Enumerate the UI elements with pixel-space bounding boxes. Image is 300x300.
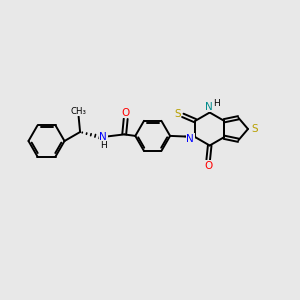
Text: N: N [205,101,213,112]
Text: O: O [122,108,130,118]
Text: N: N [99,131,107,142]
Text: N: N [186,134,194,144]
Text: S: S [251,124,258,134]
Text: CH₃: CH₃ [70,107,87,116]
Text: S: S [174,109,181,119]
Text: O: O [204,161,212,171]
Text: H: H [100,141,106,150]
Text: H: H [213,99,220,108]
